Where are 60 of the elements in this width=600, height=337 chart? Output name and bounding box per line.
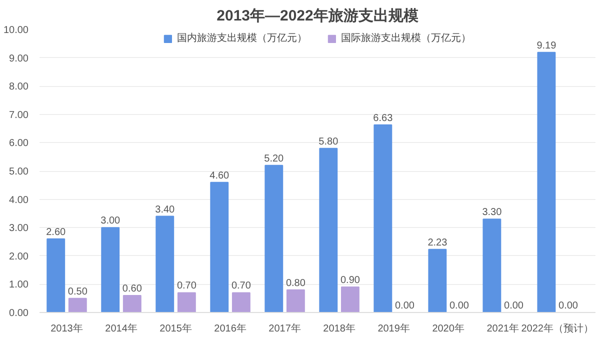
data-label: 5.80 <box>318 136 339 148</box>
bar <box>101 227 120 312</box>
legend-label: 国内旅游支出规模（万亿元） <box>177 32 307 45</box>
y-tick-label: 9.00 <box>9 53 29 64</box>
x-tick-label: 2018年 <box>323 322 356 334</box>
y-tick-label: 4.00 <box>9 194 29 206</box>
bar <box>264 164 284 312</box>
chart-title: 2013年—2022年旅游支出规模 <box>216 8 420 24</box>
bar <box>122 295 142 312</box>
data-label: 5.20 <box>264 153 284 164</box>
data-label: 9.19 <box>536 40 557 52</box>
y-tick-label: 7.00 <box>9 110 29 121</box>
data-label: 3.00 <box>100 216 121 227</box>
x-tick-label: 2014年 <box>105 322 138 334</box>
bar <box>537 52 556 312</box>
data-label: 0.50 <box>68 286 88 298</box>
bar <box>428 248 447 312</box>
x-tick-label: 2015年 <box>160 322 192 334</box>
data-label: 0.60 <box>122 284 142 295</box>
data-label: 0.70 <box>176 280 197 292</box>
x-tick-label: 2017年 <box>268 322 301 334</box>
data-label: 3.40 <box>155 204 176 216</box>
bar <box>482 218 502 312</box>
data-label: 0.00 <box>394 300 415 312</box>
bar <box>374 124 392 312</box>
y-tick-label: 0.00 <box>9 308 29 319</box>
data-label: 2.23 <box>428 237 448 248</box>
data-label: 3.30 <box>482 207 502 218</box>
y-tick-label: 10.00 <box>3 25 29 36</box>
x-tick-label: 2020年 <box>432 322 464 334</box>
bar <box>68 298 87 312</box>
y-tick-label: 6.00 <box>9 138 29 150</box>
y-tick-label: 2.00 <box>9 251 29 262</box>
bar <box>156 216 174 312</box>
x-tick-label: 2022年（预计） <box>521 322 594 334</box>
data-label: 0.70 <box>231 280 252 292</box>
data-label: 6.63 <box>373 112 394 124</box>
data-label: 0.00 <box>504 300 524 312</box>
x-tick-label: 2019年 <box>378 322 410 334</box>
bar <box>232 292 250 312</box>
bar <box>210 182 229 312</box>
bar <box>319 148 338 312</box>
bar <box>286 289 305 312</box>
y-tick-label: 8.00 <box>9 82 29 93</box>
bar <box>340 286 360 312</box>
x-tick-label: 2016年 <box>214 322 246 334</box>
bar <box>46 238 66 312</box>
y-tick-label: 1.00 <box>9 280 29 291</box>
data-label: 4.60 <box>210 170 230 182</box>
data-label: 0.00 <box>558 300 578 312</box>
data-label: 0.80 <box>286 278 306 289</box>
data-label: 0.90 <box>340 275 360 286</box>
x-tick-label: 2013年 <box>50 322 83 334</box>
y-tick-label: 5.00 <box>9 166 29 178</box>
legend-label: 国际旅游支出规模（万亿元） <box>341 32 471 45</box>
y-tick-label: 3.00 <box>9 223 29 234</box>
x-tick-label: 2021年 <box>486 322 519 334</box>
bar <box>177 292 196 312</box>
data-label: 0.00 <box>449 300 470 312</box>
data-label: 2.60 <box>46 226 66 238</box>
